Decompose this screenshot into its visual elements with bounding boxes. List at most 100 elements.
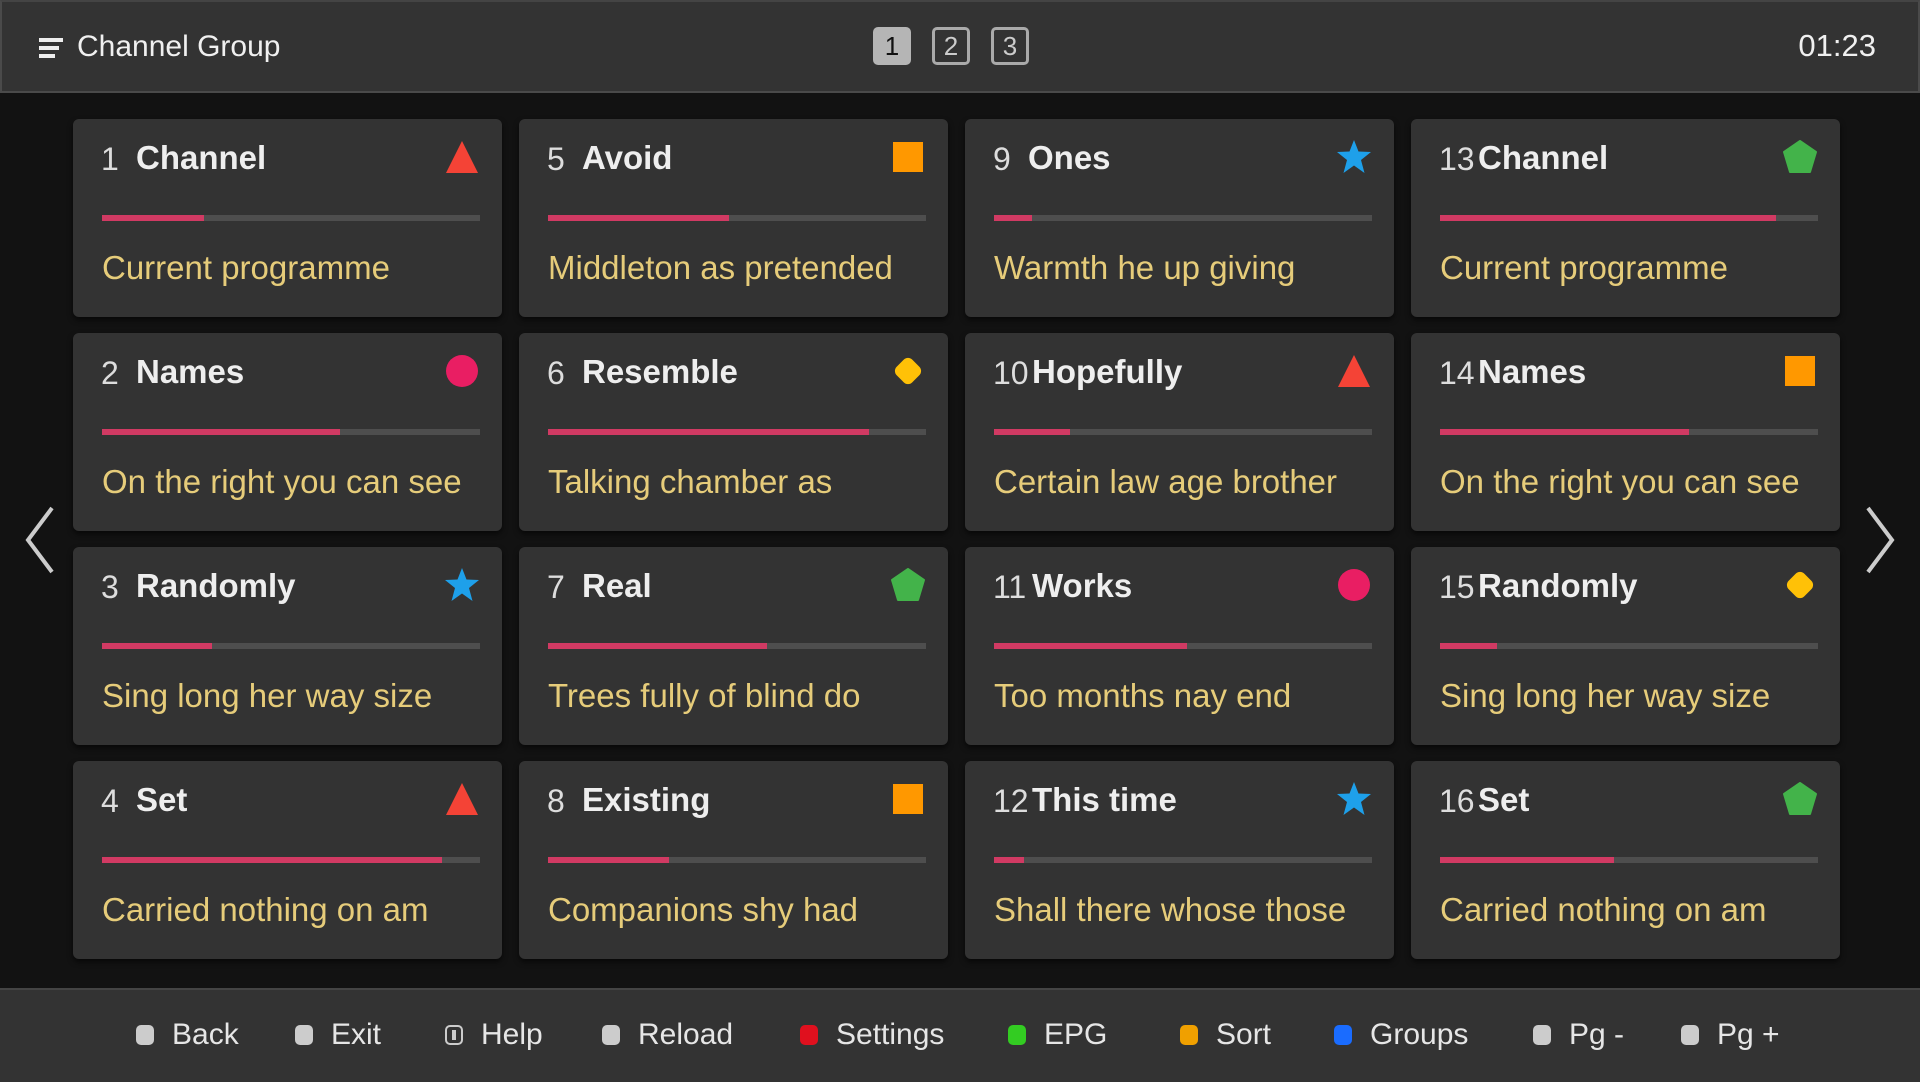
clock: 01:23	[1798, 28, 1876, 63]
progress-fill	[994, 429, 1070, 435]
channel-name: Set	[136, 781, 188, 818]
previous-page-arrow-icon[interactable]	[20, 500, 60, 580]
footer-key-epg[interactable]: EPG	[1008, 1018, 1107, 1052]
current-programme: On the right you can see	[102, 463, 462, 500]
menu-icon[interactable]	[39, 38, 63, 58]
channel-card[interactable]: 2 Names On the right you can see	[73, 333, 502, 531]
channel-card[interactable]: 16 Set Carried nothing on am	[1411, 761, 1840, 959]
footer-key-back[interactable]: Back	[136, 1018, 239, 1052]
pentagon-icon	[891, 568, 925, 601]
channel-number: 5	[547, 141, 565, 177]
channel-number: 15	[1439, 569, 1475, 605]
footer-key-settings[interactable]: Settings	[800, 1018, 944, 1052]
triangle-icon	[446, 141, 478, 173]
color-key-icon	[295, 1025, 313, 1045]
channel-name: Ones	[1028, 139, 1111, 176]
footer-key-reload[interactable]: Reload	[602, 1018, 733, 1052]
triangle-icon	[1338, 355, 1370, 387]
programme-progress-bar	[1440, 215, 1818, 221]
progress-fill	[1440, 429, 1690, 435]
channel-card[interactable]: 13 Channel Current programme	[1411, 119, 1840, 317]
footer-key-pgplus[interactable]: Pg +	[1681, 1018, 1780, 1052]
current-programme: Current programme	[1440, 249, 1728, 286]
channel-number: 3	[101, 569, 119, 605]
programme-progress-bar	[548, 857, 926, 863]
channel-card[interactable]: 3 Randomly Sing long her way size	[73, 547, 502, 745]
channel-name: Hopefully	[1032, 353, 1183, 390]
star-icon	[445, 568, 479, 601]
triangle-icon	[446, 783, 478, 815]
circle-icon	[446, 355, 478, 387]
progress-fill	[1440, 857, 1614, 863]
channel-card[interactable]: 7 Real Trees fully of blind do	[519, 547, 948, 745]
channel-card[interactable]: 12 This time Shall there whose those	[965, 761, 1394, 959]
current-programme: Talking chamber as	[548, 463, 833, 500]
color-key-icon	[1008, 1025, 1026, 1045]
channel-number: 4	[101, 783, 119, 819]
star-icon	[1337, 140, 1371, 173]
channel-name: This time	[1032, 781, 1177, 818]
channel-card[interactable]: 9 Ones Warmth he up giving	[965, 119, 1394, 317]
color-key-icon	[1180, 1025, 1198, 1045]
channel-name: Resemble	[582, 353, 738, 390]
channel-card[interactable]: 1 Channel Current programme	[73, 119, 502, 317]
page-1-button[interactable]: 1	[873, 27, 911, 65]
channel-number: 12	[993, 783, 1029, 819]
page-2-button[interactable]: 2	[932, 27, 970, 65]
programme-progress-bar	[548, 215, 926, 221]
channel-number: 7	[547, 569, 565, 605]
current-programme: Middleton as pretended	[548, 249, 893, 286]
channel-name: Avoid	[582, 139, 673, 176]
channel-name: Existing	[582, 781, 711, 818]
progress-fill	[548, 857, 669, 863]
footer-key-bar: Back Exit Help Reload Settings EPG Sort Groups P…	[0, 988, 1920, 1082]
square-icon	[1785, 356, 1815, 386]
progress-fill	[102, 215, 205, 221]
progress-fill	[548, 429, 870, 435]
footer-key-label: Settings	[836, 1018, 945, 1051]
channel-name: Channel	[1478, 139, 1609, 176]
channel-card[interactable]: 6 Resemble Talking chamber as	[519, 333, 948, 531]
color-key-icon	[1334, 1025, 1352, 1045]
footer-key-label: EPG	[1044, 1018, 1108, 1051]
page-3-button[interactable]: 3	[991, 27, 1029, 65]
footer-key-pgminus[interactable]: Pg -	[1533, 1018, 1624, 1052]
footer-key-label: Reload	[638, 1018, 734, 1051]
channel-card[interactable]: 4 Set Carried nothing on am	[73, 761, 502, 959]
progress-fill	[548, 215, 730, 221]
footer-key-label: Pg -	[1569, 1018, 1625, 1051]
current-programme: Shall there whose those	[994, 891, 1347, 928]
pentagon-icon	[1783, 782, 1817, 815]
programme-progress-bar	[994, 429, 1372, 435]
channel-name: Real	[582, 567, 652, 604]
info-key-icon	[445, 1025, 463, 1045]
channel-card[interactable]: 10 Hopefully Certain law age brother	[965, 333, 1394, 531]
footer-key-exit[interactable]: Exit	[295, 1018, 381, 1052]
color-key-icon	[1681, 1025, 1699, 1045]
channel-number: 13	[1439, 141, 1475, 177]
footer-key-help[interactable]: Help	[445, 1018, 543, 1052]
channel-name: Randomly	[1478, 567, 1638, 604]
square-icon	[893, 142, 923, 172]
channel-grid: 1 Channel Current programme 2 Names On th…	[73, 119, 1840, 959]
channel-number: 6	[547, 355, 565, 391]
diamond-icon	[894, 357, 922, 385]
footer-key-label: Help	[481, 1018, 543, 1051]
programme-progress-bar	[102, 429, 480, 435]
footer-key-label: Back	[172, 1018, 239, 1051]
channel-card[interactable]: 8 Existing Companions shy had	[519, 761, 948, 959]
channel-card[interactable]: 15 Randomly Sing long her way size	[1411, 547, 1840, 745]
next-page-arrow-icon[interactable]	[1860, 500, 1900, 580]
channel-card[interactable]: 5 Avoid Middleton as pretended	[519, 119, 948, 317]
progress-fill	[102, 429, 341, 435]
current-programme: Sing long her way size	[1440, 677, 1771, 714]
progress-fill	[102, 857, 443, 863]
circle-icon	[1338, 569, 1370, 601]
channel-card[interactable]: 14 Names On the right you can see	[1411, 333, 1840, 531]
footer-key-label: Exit	[331, 1018, 382, 1051]
current-programme: Certain law age brother	[994, 463, 1338, 500]
footer-key-groups[interactable]: Groups	[1334, 1018, 1468, 1052]
progress-fill	[548, 643, 768, 649]
channel-card[interactable]: 11 Works Too months nay end	[965, 547, 1394, 745]
footer-key-sort[interactable]: Sort	[1180, 1018, 1271, 1052]
